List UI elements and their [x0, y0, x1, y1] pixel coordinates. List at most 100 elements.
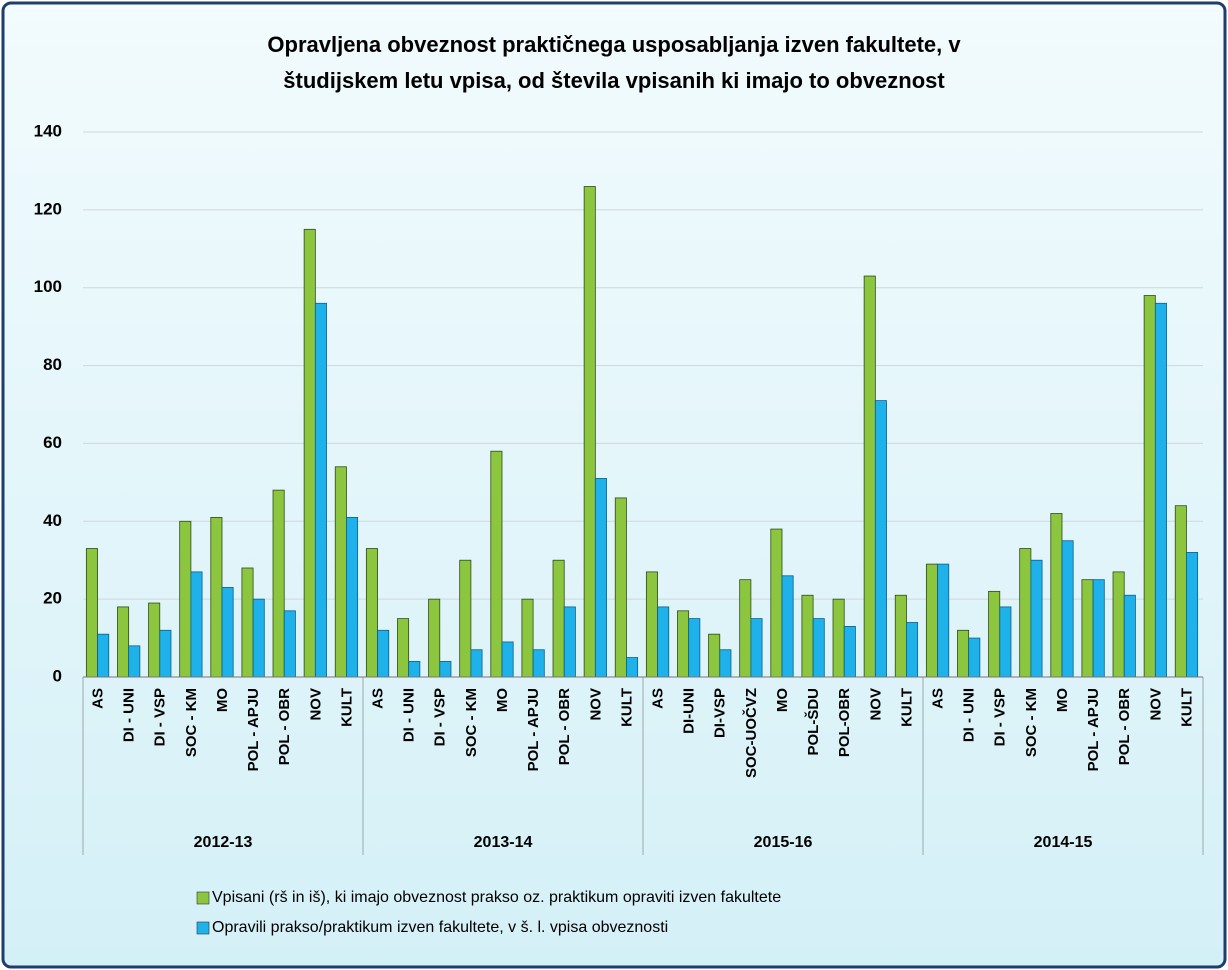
bar: [377, 629, 390, 678]
bar: [843, 625, 856, 678]
bar: [1112, 571, 1125, 678]
bar: [1081, 579, 1094, 678]
x-tick-label: DI - VSP: [992, 688, 1009, 746]
bar: [85, 548, 98, 678]
x-tick-label: SOC - KM: [463, 688, 480, 757]
bar: [148, 602, 161, 678]
legend-label: Vpisani (rš in iš), ki imajo obveznost p…: [212, 889, 781, 906]
y-tick-label: 20: [43, 589, 62, 608]
x-tick-label: DI-VSP: [712, 688, 729, 738]
x-tick-label: SOC - KM: [183, 688, 200, 757]
bar: [532, 649, 545, 678]
bar: [781, 575, 794, 678]
x-tick-label: AS: [370, 688, 387, 709]
x-tick-label: MO: [214, 688, 231, 712]
bar: [874, 400, 887, 678]
x-tick-label: POL-OBR: [836, 688, 853, 757]
bar: [1050, 513, 1063, 678]
x-tick-label: MO: [494, 688, 511, 712]
y-tick-label: 0: [53, 666, 62, 685]
bar: [770, 528, 783, 678]
bar: [272, 489, 285, 678]
x-tick-label: AS: [930, 688, 947, 709]
y-tick-label: 120: [34, 199, 62, 218]
bar: [490, 450, 503, 678]
bar: [1061, 540, 1074, 678]
x-tick-label: POL - APJU: [1085, 688, 1102, 771]
bar: [657, 606, 670, 678]
bar: [97, 633, 110, 678]
bar: [968, 637, 981, 678]
bar: [645, 571, 658, 678]
x-tick-label: POL - APJU: [525, 688, 542, 771]
bar: [957, 629, 970, 678]
bar: [408, 661, 421, 678]
x-tick-label: KULT: [618, 688, 635, 727]
bar: [365, 548, 378, 678]
bar: [459, 559, 472, 678]
bar: [583, 186, 596, 678]
bar: [210, 516, 223, 678]
x-tick-label: DI - VSP: [152, 688, 169, 746]
bar: [719, 649, 732, 678]
bar: [283, 610, 296, 678]
x-tick-label: POL - OBR: [276, 688, 293, 765]
bar: [677, 610, 690, 678]
bar: [117, 606, 130, 678]
x-tick-label: POL - APJU: [245, 688, 262, 771]
bar: [832, 598, 845, 678]
bar: [521, 598, 534, 678]
x-tick-label: DI - UNI: [401, 688, 418, 742]
bar: [999, 606, 1012, 678]
bar: [1019, 548, 1032, 678]
bar: [863, 275, 876, 678]
bar: [1143, 295, 1156, 678]
bar: [1186, 552, 1199, 678]
group-label: 2013-14: [474, 834, 533, 851]
x-tick-label: DI - UNI: [121, 688, 138, 742]
bar: [614, 497, 627, 678]
bar: [1123, 594, 1136, 678]
x-tick-label: DI - VSP: [432, 688, 449, 746]
bar: [739, 579, 752, 678]
chart-title: študijskem letu vpisa, od števila vpisan…: [283, 68, 945, 93]
x-tick-label: DI - UNI: [961, 688, 978, 742]
bar: [159, 629, 172, 678]
x-tick-label: KULT: [1178, 688, 1195, 727]
bar: [128, 645, 141, 678]
bar: [925, 563, 938, 678]
bar: [190, 571, 203, 678]
bar: [894, 594, 907, 678]
x-tick-label: POL - OBR: [1116, 688, 1133, 765]
bar: [937, 563, 950, 678]
bar: [563, 606, 576, 678]
legend-swatch: [196, 891, 210, 905]
x-tick-label: NOV: [307, 688, 324, 721]
bar: [906, 622, 919, 678]
bar: [346, 516, 359, 678]
bar: [179, 520, 192, 678]
bar: [428, 598, 441, 678]
x-tick-label: NOV: [867, 688, 884, 721]
x-tick-label: AS: [650, 688, 667, 709]
group-label: 2015-16: [754, 834, 813, 851]
bar: [988, 590, 1001, 678]
bar: [1092, 579, 1105, 678]
bar: [314, 302, 327, 678]
x-tick-label: KULT: [338, 688, 355, 727]
x-tick-label: POL-ŠDU: [804, 688, 822, 756]
x-tick-label: MO: [1054, 688, 1071, 712]
legend-label: Opravili prakso/praktikum izven fakultet…: [212, 919, 668, 936]
bar: [812, 618, 825, 678]
x-tick-label: NOV: [587, 688, 604, 721]
legend-swatch: [196, 921, 210, 935]
bar: [252, 598, 265, 678]
y-tick-label: 40: [43, 511, 62, 530]
bar: [801, 594, 814, 678]
x-tick-label: DI-UNI: [681, 688, 698, 734]
bar: [594, 478, 607, 678]
bar: [303, 228, 316, 678]
x-tick-label: SOC-UOČVZ: [742, 688, 760, 778]
